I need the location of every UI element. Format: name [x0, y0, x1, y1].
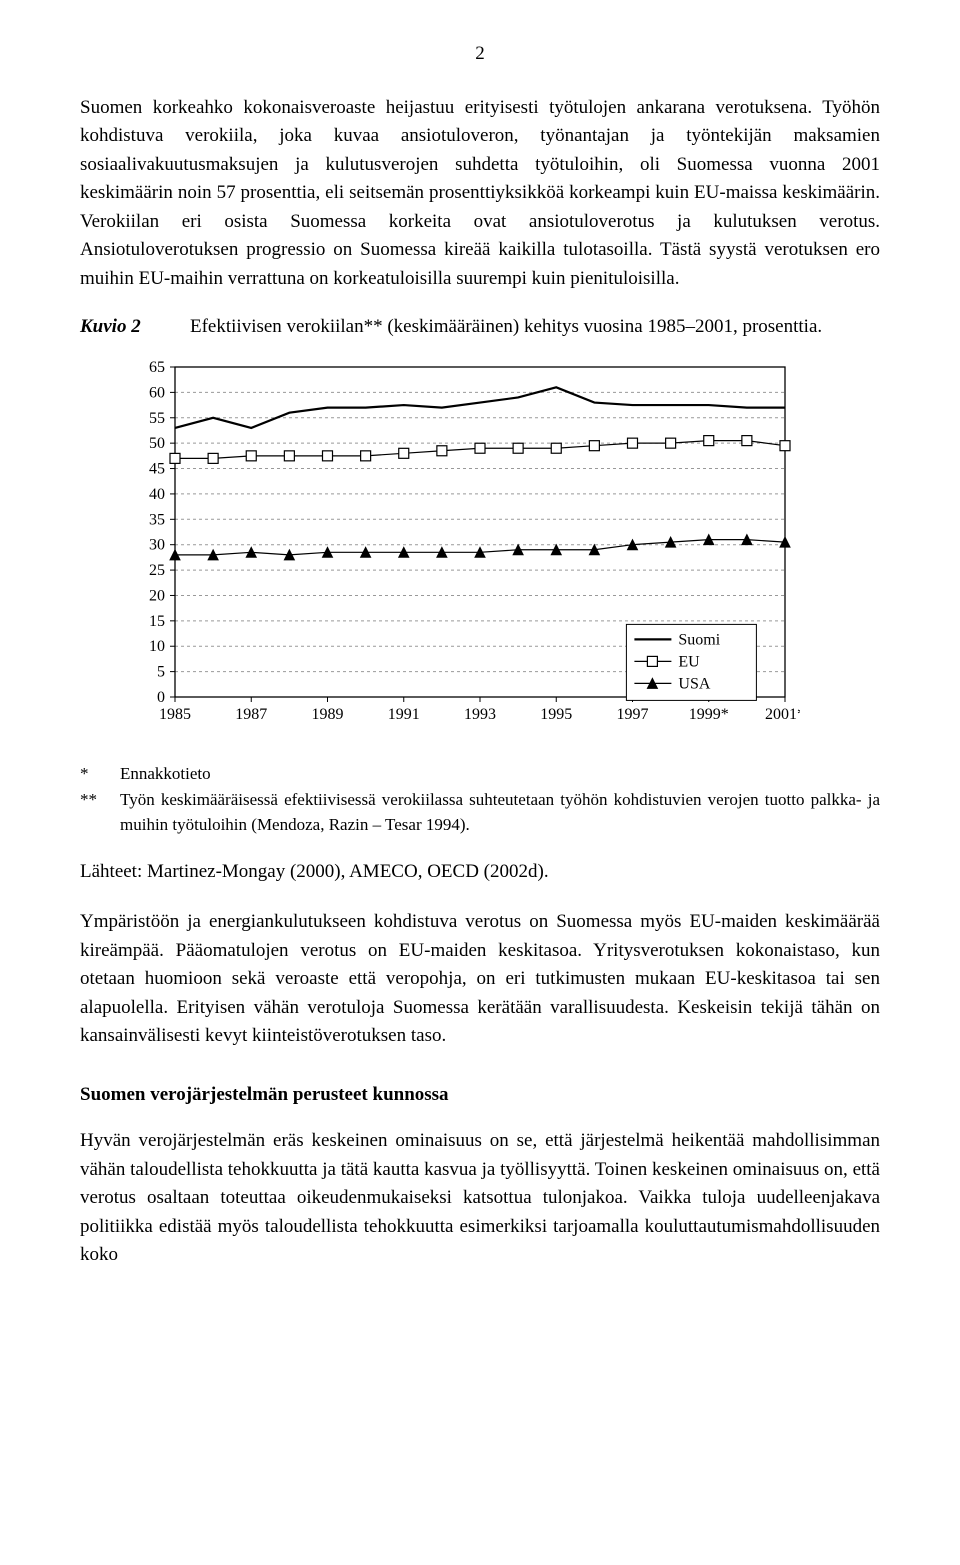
- figure-label: Kuvio 2: [80, 313, 190, 342]
- svg-text:1997: 1997: [617, 706, 649, 723]
- svg-text:1991: 1991: [388, 706, 420, 723]
- svg-text:1985: 1985: [159, 706, 191, 723]
- figure-caption: Efektiivisen verokiilan** (keskimääräine…: [190, 313, 880, 342]
- svg-text:1989: 1989: [312, 706, 344, 723]
- footnote-1-mark: *: [80, 761, 120, 787]
- sources-line: Lähteet: Martinez-Mongay (2000), AMECO, …: [80, 858, 880, 887]
- svg-text:USA: USA: [678, 675, 710, 692]
- footnote-1-text: Ennakkotieto: [120, 761, 880, 787]
- svg-text:10: 10: [149, 638, 165, 655]
- figure-caption-row: Kuvio 2 Efektiivisen verokiilan** (keski…: [80, 313, 880, 342]
- svg-text:1987: 1987: [235, 706, 267, 723]
- footnote-2-mark: **: [80, 787, 120, 838]
- chart-container: 0 5 10 15 20 25 30 35 40 45 50 55 60 65 1985 1987 1989 19…: [120, 357, 880, 747]
- paragraph-3: Hyvän verojärjestelmän eräs keskeinen om…: [80, 1127, 880, 1270]
- svg-text:55: 55: [149, 409, 165, 426]
- footnote-2: ** Työn keskimääräisessä efektiivisessä …: [80, 787, 880, 838]
- page: 2 Suomen korkeahko kokonaisveroaste heij…: [0, 0, 960, 1350]
- svg-text:35: 35: [149, 511, 165, 528]
- svg-text:45: 45: [149, 460, 165, 477]
- svg-text:Suomi: Suomi: [678, 631, 720, 648]
- paragraph-2: Ympäristöön ja energiankulutukseen kohdi…: [80, 908, 880, 1051]
- svg-text:65: 65: [149, 359, 165, 376]
- footnotes: * Ennakkotieto ** Työn keskimääräisessä …: [80, 761, 880, 838]
- svg-text:1993: 1993: [464, 706, 496, 723]
- page-number: 2: [80, 40, 880, 69]
- paragraph-1: Suomen korkeahko kokonaisveroaste heijas…: [80, 94, 880, 294]
- svg-text:25: 25: [149, 562, 165, 579]
- footnote-1: * Ennakkotieto: [80, 761, 880, 787]
- section-heading: Suomen verojärjestelmän perusteet kunnos…: [80, 1081, 880, 1110]
- svg-text:20: 20: [149, 587, 165, 604]
- svg-text:0: 0: [157, 689, 165, 706]
- line-chart: 0 5 10 15 20 25 30 35 40 45 50 55 60 65 1985 1987 1989 19…: [120, 357, 800, 737]
- svg-text:5: 5: [157, 663, 165, 680]
- svg-text:2001*: 2001*: [765, 706, 800, 723]
- svg-text:30: 30: [149, 536, 165, 553]
- svg-text:1999*: 1999*: [689, 706, 729, 723]
- footnote-2-text: Työn keskimääräisessä efektiivisessä ver…: [120, 787, 880, 838]
- svg-text:40: 40: [149, 485, 165, 502]
- svg-text:15: 15: [149, 612, 165, 629]
- svg-text:60: 60: [149, 384, 165, 401]
- svg-text:1995: 1995: [540, 706, 572, 723]
- svg-text:EU: EU: [678, 653, 700, 670]
- svg-text:50: 50: [149, 435, 165, 452]
